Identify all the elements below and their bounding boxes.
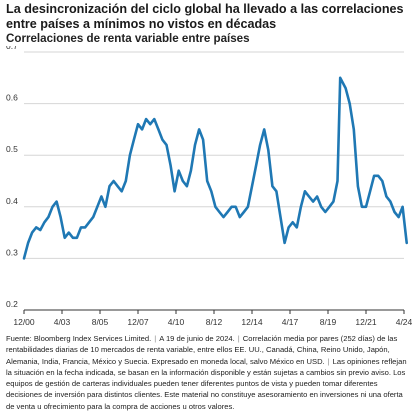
x-tick-label: 8/05 (92, 317, 109, 327)
x-tick-label: 12/00 (13, 317, 35, 327)
x-tick-label: 8/19 (320, 317, 337, 327)
x-tick-label: 4/24 (396, 317, 413, 327)
y-tick-label: 0.6 (6, 93, 18, 103)
x-tick-label: 12/21 (355, 317, 377, 327)
y-tick-label: 0.5 (6, 144, 18, 154)
x-tick-label: 4/10 (168, 317, 185, 327)
x-tick-label: 12/14 (241, 317, 263, 327)
footnote: Fuente: Bloomberg Index Services Limited… (6, 333, 408, 412)
x-tick-label: 4/03 (54, 317, 71, 327)
chart-subtitle: Correlaciones de renta variable entre pa… (6, 32, 406, 46)
series-line-0 (24, 78, 407, 259)
y-tick-label: 0.4 (6, 196, 18, 206)
x-tick-label: 8/12 (206, 317, 223, 327)
footnote-date: A 19 de junio de 2024. (159, 334, 235, 343)
footnote-source: Fuente: Bloomberg Index Services Limited… (6, 334, 151, 343)
correlation-line-chart: 0.2 0.3 0.4 0.5 0.6 0.7 12/00 4/03 8/05 12/07 4/10… (0, 46, 413, 331)
x-tick-label: 12/07 (127, 317, 149, 327)
y-tick-label: 0.7 (6, 46, 18, 51)
y-tick-label: 0.3 (6, 247, 18, 257)
x-tick-label: 4/17 (282, 317, 299, 327)
y-tick-label: 0.2 (6, 299, 18, 309)
chart-title: La desincronización del ciclo global ha … (6, 2, 406, 32)
